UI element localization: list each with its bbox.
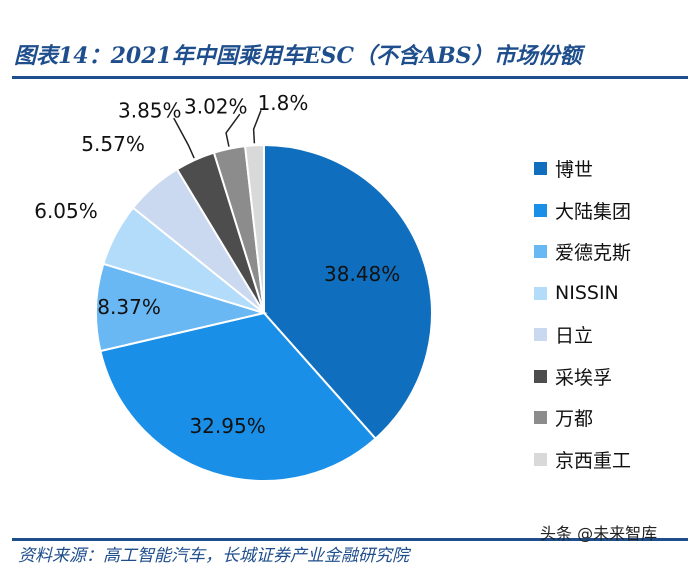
chart-title: 图表14：2021年中国乘用车ESC（不含ABS）市场份额 bbox=[14, 43, 582, 69]
legend-label: 万都 bbox=[555, 408, 594, 431]
pie-chart: 38.48% 32.95% 8.37% 6.05% 5.57% 3.85% 3.02% 1.8… bbox=[34, 91, 433, 482]
legend-swatch bbox=[534, 286, 547, 300]
title-divider bbox=[12, 76, 688, 79]
legend-item-4: 日立 bbox=[534, 314, 631, 356]
leader-line-6 bbox=[225, 113, 241, 147]
data-label-3: 6.05% bbox=[34, 199, 98, 223]
pie-slice-1 bbox=[99, 311, 377, 482]
legend-swatch bbox=[534, 203, 547, 217]
legend-swatch bbox=[534, 411, 547, 425]
legend-swatch bbox=[534, 452, 547, 466]
data-label-7: 1.8% bbox=[258, 91, 309, 115]
legend-item-5: 采埃孚 bbox=[534, 356, 631, 398]
data-label-5: 3.85% bbox=[118, 99, 182, 123]
legend-label: 日立 bbox=[555, 325, 594, 348]
legend-swatch bbox=[534, 245, 547, 259]
legend-label: 京西重工 bbox=[555, 449, 632, 472]
leader-line-5 bbox=[173, 117, 195, 159]
legend-item-7: 京西重工 bbox=[534, 439, 631, 481]
leader-line-7 bbox=[252, 110, 262, 144]
legend-item-6: 万都 bbox=[534, 397, 631, 439]
watermark: 头条 @未来智库 bbox=[540, 524, 658, 543]
legend-swatch bbox=[534, 328, 547, 342]
footer-divider bbox=[12, 538, 688, 541]
pie-slice-7 bbox=[243, 143, 265, 314]
data-label-0: 38.48% bbox=[324, 262, 400, 286]
legend-item-3: NISSIN bbox=[534, 273, 631, 315]
legend-item-2: 爱德克斯 bbox=[534, 231, 631, 273]
legend-swatch bbox=[534, 369, 547, 383]
legend: 博世大陆集团爱德克斯 NISSIN 日立采埃孚万都京西重工 bbox=[534, 148, 631, 480]
legend-label: 采埃孚 bbox=[555, 366, 613, 389]
legend-item-0: 博世 bbox=[534, 148, 631, 190]
data-label-6: 3.02% bbox=[184, 95, 248, 119]
legend-label: NISSIN bbox=[555, 282, 619, 305]
legend-label: 博世 bbox=[555, 159, 594, 182]
data-label-2: 8.37% bbox=[97, 295, 161, 319]
legend-label: 大陆集团 bbox=[555, 200, 632, 223]
legend-item-1: 大陆集团 bbox=[534, 190, 631, 232]
pie-slice-2 bbox=[95, 262, 268, 353]
pie-slice-0 bbox=[263, 143, 433, 441]
legend-label: 爱德克斯 bbox=[555, 242, 632, 265]
data-label-4: 5.57% bbox=[81, 132, 145, 156]
data-label-1: 32.95% bbox=[189, 414, 265, 438]
legend-swatch bbox=[534, 162, 547, 176]
